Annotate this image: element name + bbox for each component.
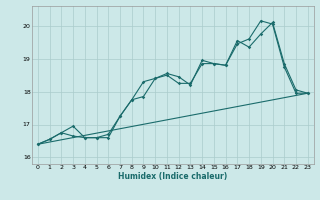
X-axis label: Humidex (Indice chaleur): Humidex (Indice chaleur) bbox=[118, 172, 228, 181]
